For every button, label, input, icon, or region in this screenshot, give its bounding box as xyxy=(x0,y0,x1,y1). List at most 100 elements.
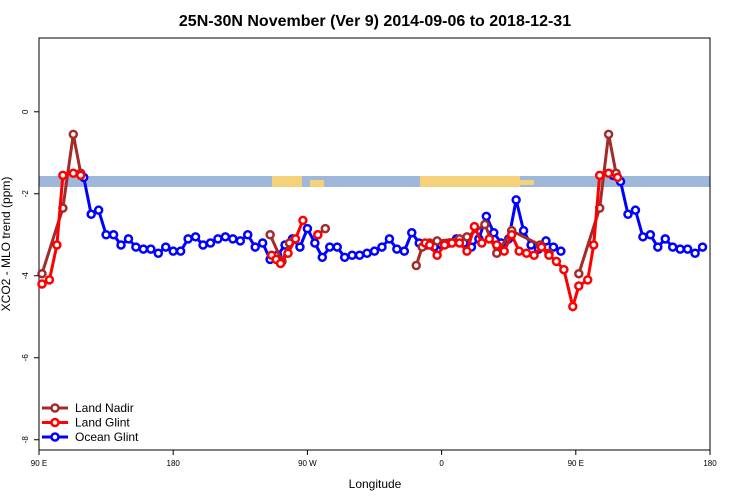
land-ocean-strip xyxy=(39,176,710,187)
data-point xyxy=(339,252,350,263)
data-point xyxy=(603,168,614,179)
land-strip xyxy=(272,176,302,187)
data-point xyxy=(481,211,492,222)
x-tick-label: 0 xyxy=(439,459,444,468)
data-point xyxy=(407,227,417,238)
data-point xyxy=(153,248,164,258)
data-point xyxy=(638,232,648,242)
data-point xyxy=(447,238,457,248)
land-strip xyxy=(310,180,324,187)
x-tick-label: 90 W xyxy=(298,459,317,468)
data-point xyxy=(551,256,562,267)
x-tick-label: 90 E xyxy=(31,459,47,468)
data-point xyxy=(37,268,47,279)
data-point xyxy=(93,205,104,215)
data-point xyxy=(439,240,450,250)
data-point xyxy=(574,268,584,279)
data-point xyxy=(603,129,614,140)
y-tick-label: -2 xyxy=(21,190,30,198)
data-point xyxy=(424,240,435,250)
chart-title: 25N-30N November (Ver 9) 2014-09-06 to 2… xyxy=(179,13,571,30)
data-point xyxy=(653,242,663,252)
data-point xyxy=(243,230,253,240)
data-point xyxy=(690,248,700,258)
data-point xyxy=(123,234,134,244)
data-point xyxy=(492,248,502,258)
data-point xyxy=(489,227,499,238)
data-point xyxy=(506,230,517,240)
data-point xyxy=(235,236,246,246)
data-point xyxy=(529,250,539,261)
data-point xyxy=(667,242,678,252)
data-point xyxy=(317,252,328,263)
data-point xyxy=(86,209,96,220)
data-point xyxy=(68,129,79,140)
data-point xyxy=(384,234,395,244)
data-point xyxy=(594,170,605,181)
land-strip xyxy=(420,176,520,187)
data-point xyxy=(399,246,410,256)
data-point xyxy=(392,244,402,254)
data-point xyxy=(175,246,186,256)
data-point xyxy=(108,230,119,240)
data-point xyxy=(697,242,708,252)
x-tick-label: 180 xyxy=(167,459,181,468)
legend-label: Land Glint xyxy=(75,416,130,430)
data-point xyxy=(295,242,305,252)
data-point xyxy=(290,234,301,244)
legend-label: Land Nadir xyxy=(75,401,134,415)
plot-marks xyxy=(37,129,708,313)
data-point xyxy=(68,168,79,179)
ocean-strip xyxy=(39,176,710,187)
data-point xyxy=(275,258,286,269)
y-tick-label: -6 xyxy=(21,354,30,362)
y-axis-title: XCO2 - MLO trend (ppm) xyxy=(0,177,13,312)
data-point xyxy=(582,275,593,285)
data-point xyxy=(183,234,193,244)
data-point xyxy=(432,236,442,246)
data-point xyxy=(116,240,126,250)
data-point xyxy=(265,230,275,240)
data-point xyxy=(168,246,178,256)
data-point xyxy=(213,234,223,244)
data-point xyxy=(228,234,238,244)
data-point xyxy=(146,244,156,254)
data-point xyxy=(514,246,524,256)
legend-marker xyxy=(50,417,60,428)
data-point xyxy=(556,246,566,256)
data-point xyxy=(511,195,521,205)
data-point xyxy=(325,242,335,252)
data-point xyxy=(320,223,331,234)
data-point xyxy=(548,242,559,252)
data-point xyxy=(660,234,671,244)
data-point xyxy=(101,230,111,240)
data-point xyxy=(37,279,47,289)
data-point xyxy=(588,240,599,250)
data-point xyxy=(313,230,323,240)
plot-frame xyxy=(38,37,711,451)
y-tick-label: -4 xyxy=(21,272,30,280)
data-point xyxy=(477,238,487,248)
data-point xyxy=(462,246,472,256)
data-point xyxy=(138,244,149,254)
data-point xyxy=(484,234,495,244)
data-point xyxy=(190,232,201,242)
data-point xyxy=(76,170,86,181)
data-point xyxy=(675,244,685,254)
data-point xyxy=(682,244,693,254)
data-point xyxy=(250,242,260,252)
data-point xyxy=(536,242,547,252)
data-point xyxy=(205,238,216,248)
data-point xyxy=(499,246,509,256)
data-point xyxy=(160,242,171,252)
data-point xyxy=(310,238,320,248)
land-strip xyxy=(520,180,534,185)
data-point xyxy=(544,250,554,261)
x-tick-label: 90 E xyxy=(568,459,584,468)
y-tick-label: -8 xyxy=(21,436,30,444)
data-point xyxy=(612,172,623,183)
x-tick-label: 180 xyxy=(703,459,717,468)
data-point xyxy=(568,301,578,312)
data-point xyxy=(220,232,231,242)
